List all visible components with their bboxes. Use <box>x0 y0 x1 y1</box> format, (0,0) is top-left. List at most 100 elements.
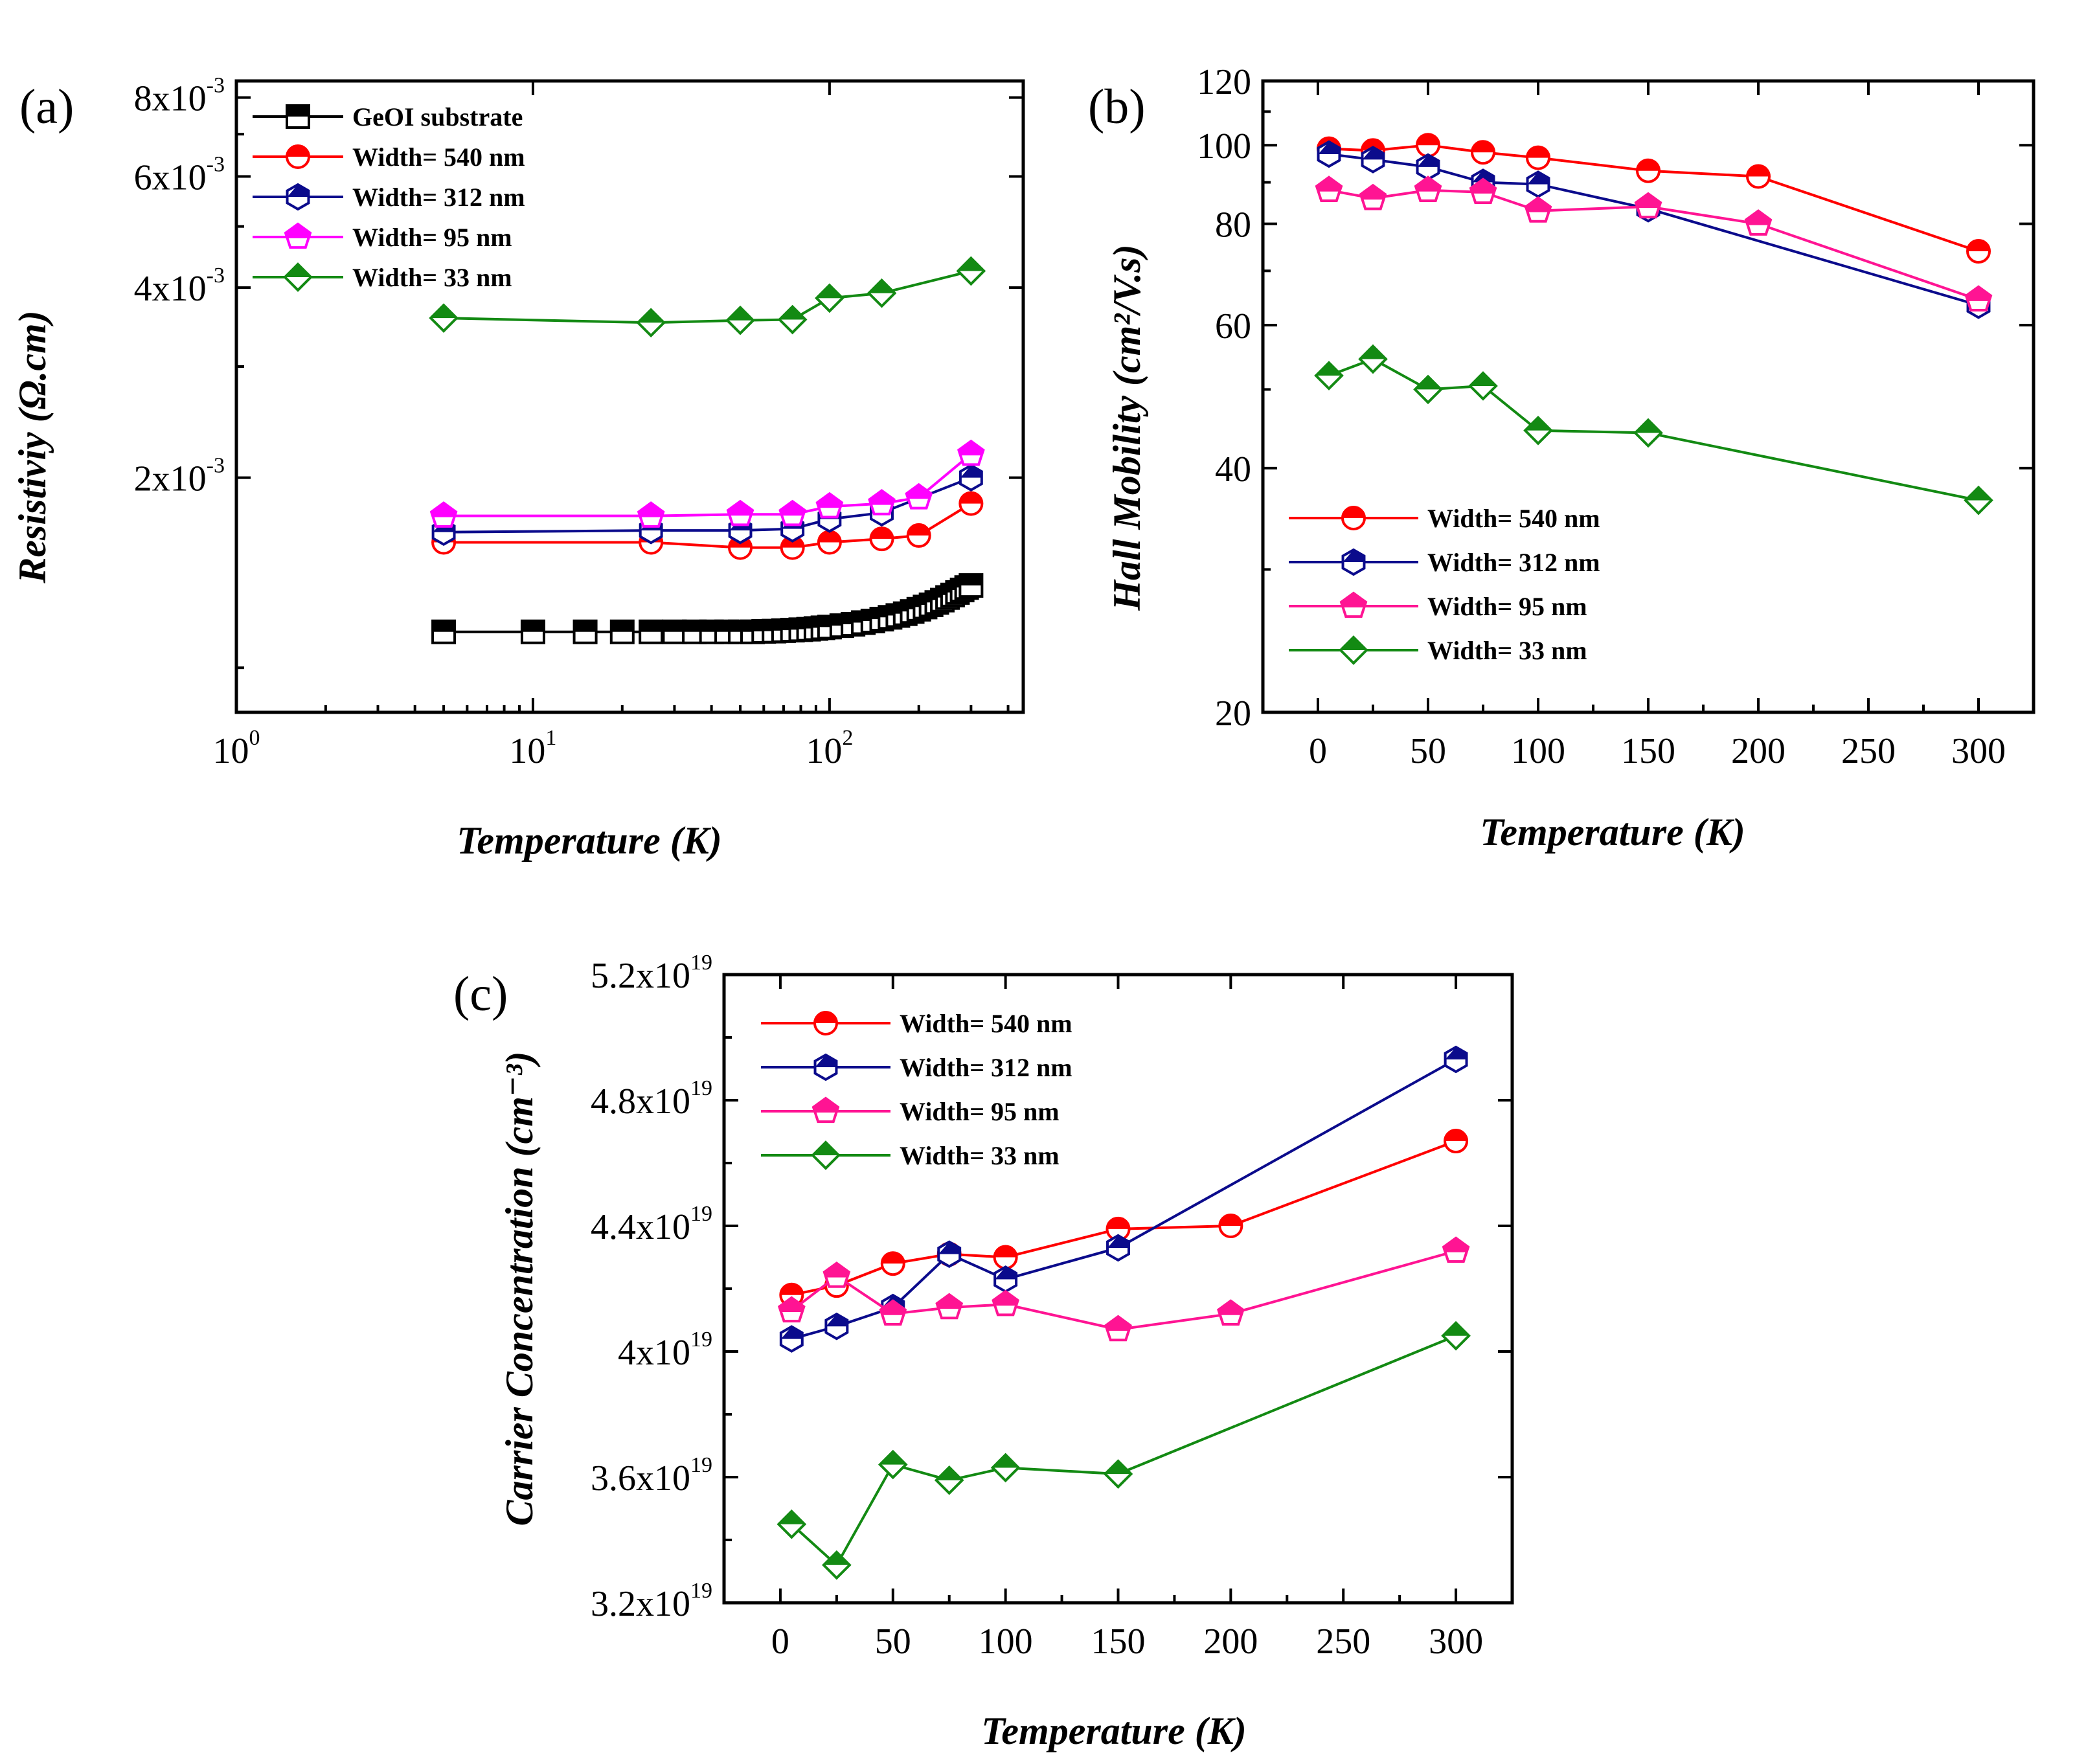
x-tick-label-c-3: 150 <box>1091 1622 1146 1662</box>
data-point-a-0-39 <box>958 573 984 598</box>
data-point-a-3-6 <box>905 482 933 510</box>
x-tick-label-b-3: 150 <box>1621 731 1675 771</box>
legend-marker-a-4 <box>283 262 313 292</box>
series-a-4 <box>429 256 986 338</box>
x-tick-label-c-2: 100 <box>979 1622 1033 1662</box>
data-point-c-0-4 <box>993 1245 1018 1270</box>
series-c-2 <box>777 1236 1470 1342</box>
series-a-3 <box>429 439 985 528</box>
data-point-b-0-5 <box>1636 158 1661 183</box>
data-point-a-0-4 <box>639 619 664 644</box>
legend-label-a-4: Width= 33 nm <box>352 263 512 292</box>
legend-marker-c-3 <box>811 1140 841 1170</box>
data-point-a-0-1 <box>520 619 545 644</box>
data-point-a-3-4 <box>815 492 844 519</box>
y-tick-label-b-3: 80 <box>1215 205 1251 245</box>
legend-marker-a-2 <box>286 183 310 211</box>
data-point-c-2-5 <box>1104 1315 1132 1342</box>
data-point-b-2-4 <box>1524 196 1552 223</box>
data-point-b-1-2 <box>1416 153 1440 181</box>
y-tick-label-b-1: 40 <box>1215 449 1251 490</box>
data-point-b-0-3 <box>1471 140 1495 165</box>
series-c-1 <box>779 1045 1468 1353</box>
y-tick-label-a-2: 6x10-3 <box>134 152 225 198</box>
data-point-b-0-2 <box>1416 133 1440 158</box>
legend-label-b-2: Width= 95 nm <box>1427 592 1587 621</box>
data-point-a-3-2 <box>726 499 754 526</box>
y-axis-title-a: Resistiviy (Ω.cm) <box>11 310 54 583</box>
y-tick-label-c-0: 3.2x1019 <box>591 1579 712 1624</box>
y-tick-label-b-5: 120 <box>1197 62 1251 102</box>
y-tick-label-a-0: 2x10-3 <box>134 454 225 499</box>
data-point-c-2-1 <box>822 1261 851 1288</box>
plot-frame-a <box>234 79 1025 714</box>
series-a-0 <box>431 573 984 644</box>
panel-label-a: (a) <box>19 80 74 134</box>
data-point-a-4-6 <box>956 256 986 286</box>
y-tick-label-b-4: 100 <box>1197 126 1251 166</box>
x-tick-label-a-2: 102 <box>806 726 853 771</box>
data-point-a-3-7 <box>957 439 985 466</box>
y-tick-label-a-3: 8x10-3 <box>134 74 225 119</box>
legend-label-a-2: Width= 312 nm <box>352 183 525 212</box>
x-axis-title-c: Temperature (K) <box>981 1710 1246 1752</box>
data-point-c-0-6 <box>1218 1214 1243 1238</box>
y-tick-label-a-1: 4x10-3 <box>134 264 225 309</box>
legend-marker-b-0 <box>1341 506 1366 530</box>
legend-label-b-0: Width= 540 nm <box>1427 504 1600 533</box>
data-point-a-4-3 <box>777 304 808 335</box>
panel-c: (c) 0 50 100 150 200 250 300 3.2x1019 3.6x1019 4x1… <box>453 951 1514 1752</box>
x-tick-label-b-1: 50 <box>1410 731 1446 771</box>
legend-label-a-3: Width= 95 nm <box>352 223 512 252</box>
data-point-a-0-0 <box>431 619 457 644</box>
data-point-a-4-4 <box>815 283 845 313</box>
data-point-c-3-4 <box>990 1453 1021 1483</box>
data-point-c-3-5 <box>1103 1459 1133 1489</box>
y-tick-label-c-2: 4x1019 <box>618 1328 712 1373</box>
data-point-a-1-5 <box>869 526 894 552</box>
data-point-c-3-6 <box>1441 1320 1471 1351</box>
legend-marker-c-0 <box>813 1011 838 1035</box>
data-point-a-0-5 <box>662 619 687 644</box>
legend-label-b-1: Width= 312 nm <box>1427 548 1600 577</box>
data-point-b-1-4 <box>1526 170 1550 198</box>
legend-marker-b-3 <box>1339 635 1368 665</box>
data-point-a-2-6 <box>958 464 983 492</box>
data-point-b-1-1 <box>1361 146 1385 174</box>
data-point-b-2-6 <box>1744 209 1773 236</box>
x-tick-label-a-1: 101 <box>509 726 556 771</box>
data-point-c-2-0 <box>777 1296 806 1323</box>
x-axis-title-b: Temperature (K) <box>1480 811 1745 854</box>
data-point-b-3-1 <box>1358 344 1388 374</box>
legend-label-c-3: Width= 33 nm <box>900 1141 1060 1170</box>
data-point-b-2-7 <box>1964 285 1993 312</box>
data-point-a-3-5 <box>868 489 896 515</box>
panel-a: (a) 100 101 102 2x10-3 4x10-3 6x10-3 8x10-3 Temp… <box>11 74 1025 862</box>
y-tick-label-c-5: 5.2x1019 <box>591 951 712 996</box>
legend-label-b-3: Width= 33 nm <box>1427 636 1587 665</box>
data-point-b-2-1 <box>1359 183 1387 210</box>
y-tick-label-c-3: 4.4x1019 <box>591 1202 712 1247</box>
data-point-b-1-0 <box>1317 140 1341 168</box>
legend-marker-c-1 <box>813 1053 838 1081</box>
legend-label-a-0: GeOI substrate <box>352 102 523 131</box>
data-point-c-2-6 <box>1216 1299 1245 1326</box>
x-tick-label-a-0: 100 <box>213 726 260 771</box>
series-c-3 <box>777 1320 1471 1580</box>
x-tick-label-c-1: 50 <box>875 1622 911 1662</box>
x-tick-label-c-5: 250 <box>1316 1622 1370 1662</box>
series-b-3 <box>1314 344 1993 515</box>
data-point-c-1-1 <box>824 1312 849 1340</box>
data-point-c-1-4 <box>993 1265 1018 1293</box>
y-tick-label-b-0: 20 <box>1215 694 1251 734</box>
x-tick-label-b-5: 250 <box>1841 731 1896 771</box>
data-point-c-1-0 <box>779 1325 804 1353</box>
data-point-b-3-6 <box>1964 485 1993 515</box>
data-point-b-3-5 <box>1633 418 1663 448</box>
x-tick-label-c-6: 300 <box>1429 1622 1483 1662</box>
legend-marker-a-3 <box>284 222 312 249</box>
y-tick-label-b-2: 60 <box>1215 306 1251 346</box>
x-tick-label-b-2: 100 <box>1511 731 1565 771</box>
series-b-2 <box>1315 175 1993 312</box>
